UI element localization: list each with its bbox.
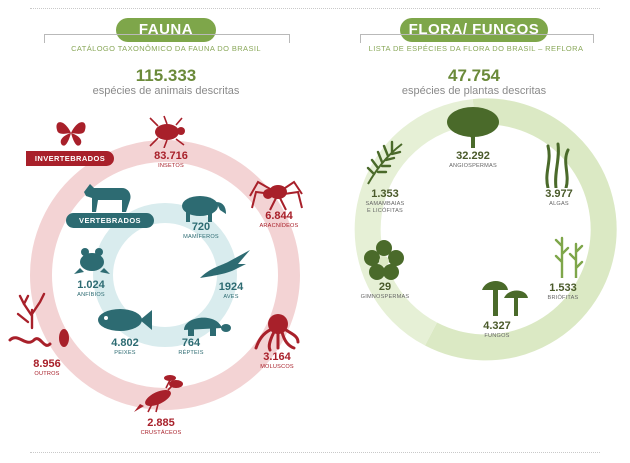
repteis-label: RÉPTEIS [178, 350, 204, 356]
angiospermas-value: 32.292 [456, 150, 490, 162]
crustaceos-value: 2.885 [147, 417, 175, 429]
moss-icon [554, 236, 584, 278]
spider-icon [249, 180, 303, 211]
fauna-subtitle-bracket [44, 34, 290, 43]
tree-icon [447, 107, 499, 148]
flora-total: 47.754 [448, 66, 500, 85]
worm-coral-icon [8, 292, 69, 347]
repteis-value: 764 [181, 337, 201, 349]
fish-icon [98, 309, 152, 331]
samambaias-label-line2: E LICÓFITAS [367, 208, 403, 214]
fern-icon [366, 140, 403, 185]
fauna-total-desc: espécies de animais descritas [92, 85, 240, 97]
bottom-divider [30, 452, 600, 453]
gimnospermas-label: GIMNOSPERMAS [360, 294, 410, 300]
angiospermas-label: ANGIOSPERMAS [449, 163, 497, 169]
seaweed-icon [545, 142, 570, 188]
moluscos-value: 3.164 [263, 351, 291, 363]
gimnospermas-value: 29 [378, 281, 392, 293]
briofitas-value: 1.533 [549, 282, 577, 294]
algas-value: 3.977 [545, 188, 573, 200]
crustaceos-label: CRUSTÁCEOS [140, 430, 182, 436]
aves-value: 1924 [218, 281, 244, 293]
fauna-total: 115.333 [135, 66, 197, 85]
mamiferos-label: MAMÍFEROS [183, 234, 219, 240]
mushroom-icon [482, 281, 528, 316]
wolf-icon [84, 184, 131, 212]
insetos-value: 83.716 [154, 150, 188, 162]
fauna-title: FAUNA [116, 18, 216, 42]
aves-label: AVES [223, 294, 239, 300]
samambaias-label: SAMAMBAIAS [365, 201, 405, 207]
algas-label: ALGAS [549, 201, 569, 207]
flower-icon [364, 240, 404, 280]
vertebrates-tag: VERTEBRADOS [66, 213, 154, 228]
aracnideos-label: ARACNÍDEOS [259, 223, 299, 229]
lobster-icon [134, 375, 183, 413]
moluscos-label: MOLUSCOS [260, 364, 294, 370]
tapir-icon [182, 196, 226, 222]
frog-icon [74, 248, 110, 274]
outros-value: 8.956 [33, 358, 61, 370]
anfibios-label: ANFÍBIOS [77, 292, 105, 298]
anfibios-value: 1.024 [77, 279, 105, 291]
fauna-subtitle: CATÁLOGO TAXONÔMICO DA FAUNA DO BRASIL [71, 44, 261, 53]
aracnideos-value: 6.844 [265, 210, 293, 222]
turtle-icon [184, 317, 231, 336]
flora-ring [354, 98, 617, 361]
flora-title: FLORA/ FUNGOS [400, 18, 548, 42]
beetle-icon [149, 115, 185, 148]
flora-total-desc: espécies de plantas descritas [401, 85, 547, 97]
briofitas-label: BRIÓFITAS [547, 295, 579, 301]
invertebrates-tag: INVERTEBRADOS [26, 151, 114, 166]
bird-icon [200, 250, 250, 278]
outros-label: OUTROS [34, 371, 60, 377]
butterfly-icon [56, 122, 86, 146]
octopus-icon [254, 314, 300, 352]
samambaias-value: 1.353 [371, 188, 399, 200]
fungos-value: 4.327 [483, 320, 511, 332]
flora-subtitle-bracket [360, 34, 594, 43]
insetos-label: INSETOS [158, 163, 184, 169]
top-divider [30, 8, 600, 9]
peixes-value: 4.802 [111, 337, 139, 349]
peixes-label: PEIXES [114, 350, 136, 356]
sprout-icon [446, 207, 510, 284]
flora-subtitle: LISTA DE ESPÉCIES DA FLORA DO BRASIL – R… [368, 44, 584, 53]
fungos-label: FUNGOS [484, 333, 510, 339]
mamiferos-value: 720 [191, 221, 211, 233]
